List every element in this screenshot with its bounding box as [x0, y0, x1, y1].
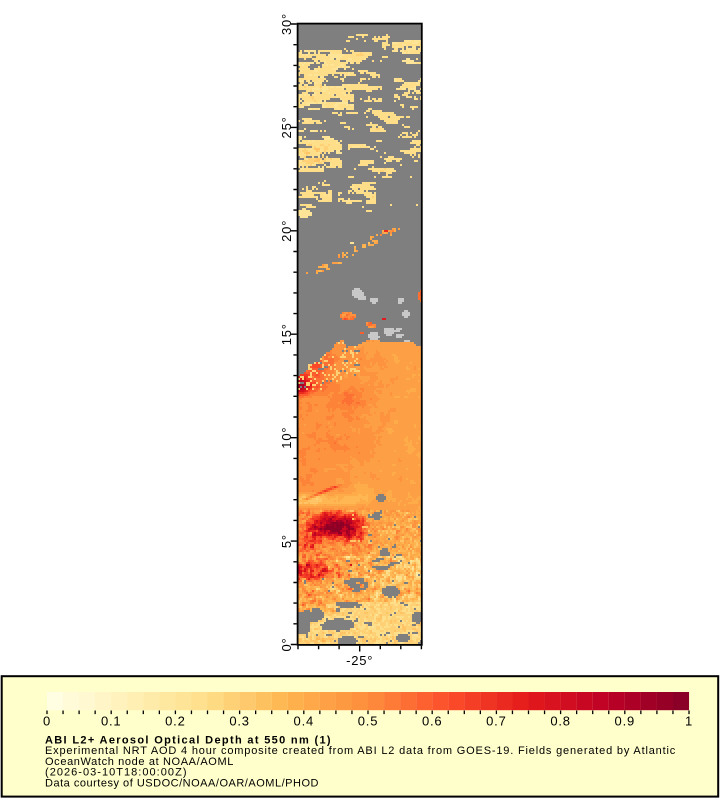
svg-text:0.7: 0.7	[486, 714, 506, 729]
svg-text:0: 0	[43, 714, 51, 729]
svg-text:0.3: 0.3	[229, 714, 249, 729]
svg-text:0.4: 0.4	[294, 714, 314, 729]
svg-text:(2026-03-10T18:00:00Z): (2026-03-10T18:00:00Z)	[45, 767, 188, 779]
svg-text:0.6: 0.6	[422, 714, 442, 729]
svg-text:5°: 5°	[279, 534, 294, 548]
svg-text:30°: 30°	[279, 13, 294, 35]
svg-text:0.9: 0.9	[615, 714, 635, 729]
svg-text:0.2: 0.2	[165, 714, 185, 729]
svg-text:25°: 25°	[279, 116, 294, 138]
svg-text:0.1: 0.1	[101, 714, 121, 729]
svg-text:10°: 10°	[279, 427, 294, 449]
svg-text:ABI L2+ Aerosol Optical Depth: ABI L2+ Aerosol Optical Depth at 550 nm …	[45, 734, 332, 746]
svg-text:Data courtesy of USDOC/NOAA/OA: Data courtesy of USDOC/NOAA/OAR/AOML/PHO…	[45, 778, 319, 790]
svg-text:0.5: 0.5	[358, 714, 378, 729]
svg-text:20°: 20°	[279, 220, 294, 242]
svg-text:OceanWatch node at NOAA/AOML: OceanWatch node at NOAA/AOML	[45, 756, 234, 768]
svg-text:0.8: 0.8	[550, 714, 570, 729]
svg-text:-25°: -25°	[346, 653, 373, 668]
svg-text:1: 1	[685, 714, 693, 729]
svg-text:Experimental NRT AOD 4 hour co: Experimental NRT AOD 4 hour composite cr…	[45, 745, 676, 757]
svg-text:0°: 0°	[279, 637, 294, 651]
svg-text:15°: 15°	[279, 323, 294, 345]
